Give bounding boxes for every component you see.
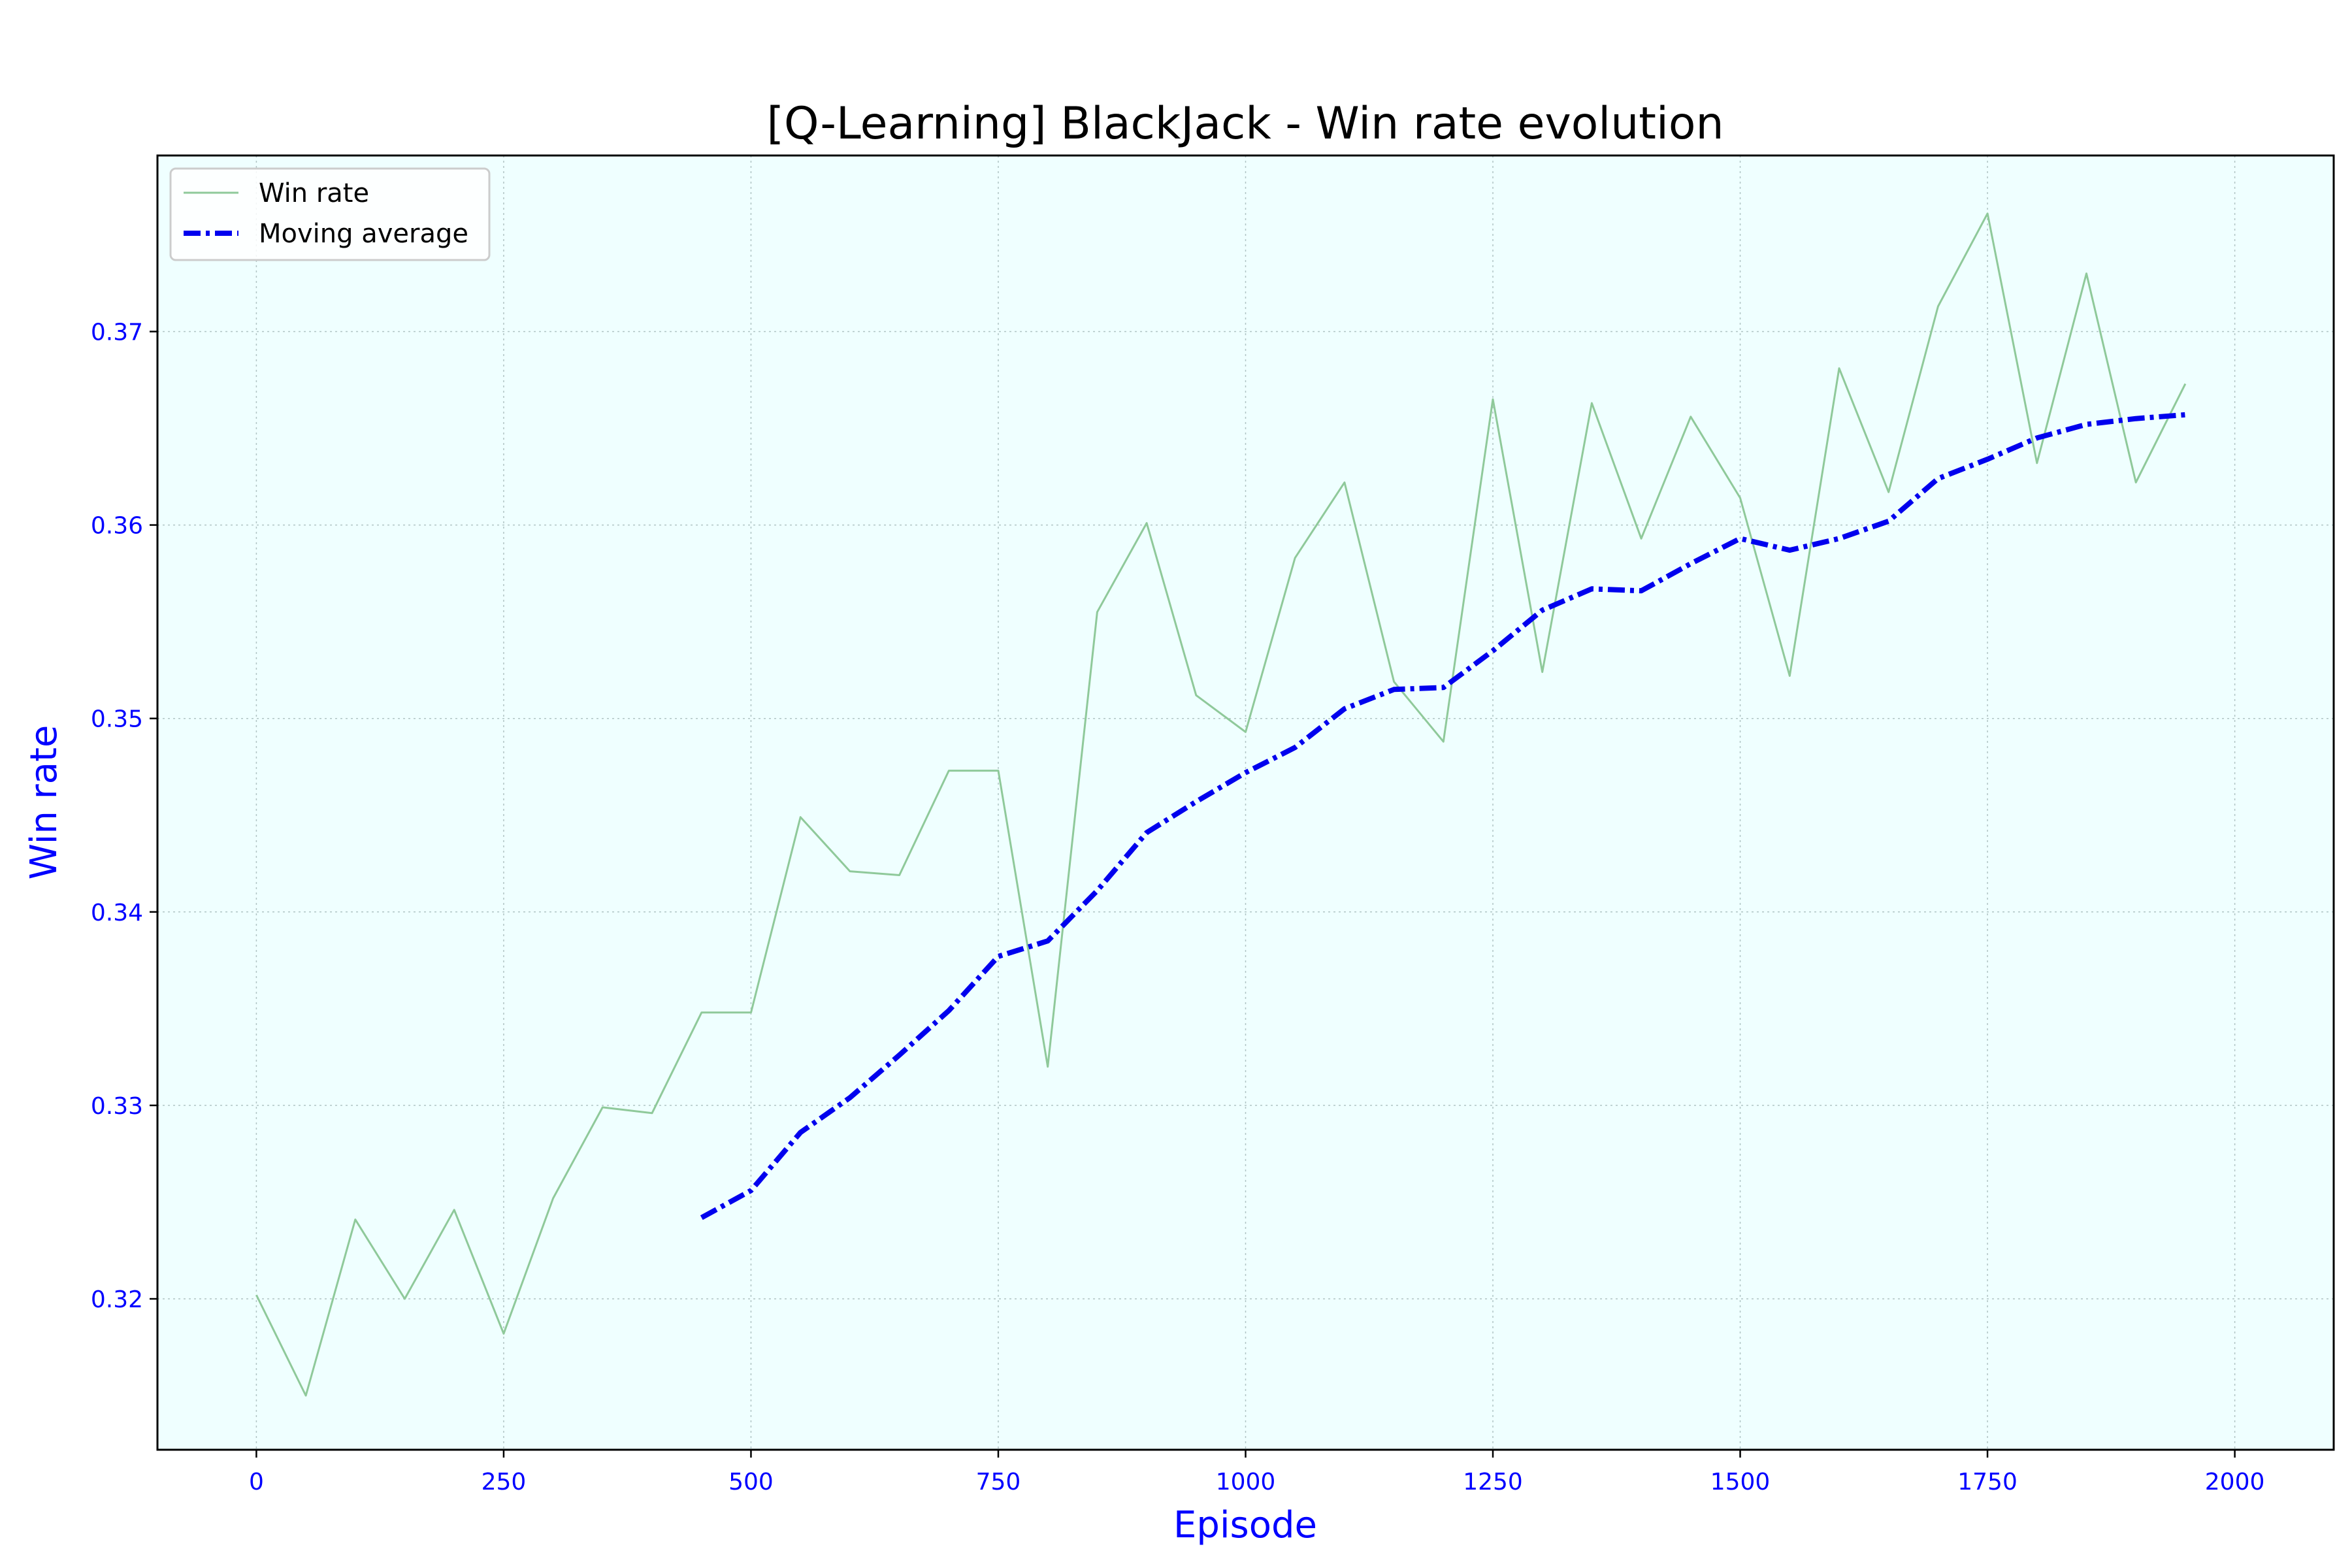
x-axis-title: Episode — [1173, 1504, 1317, 1546]
series-layer — [255, 212, 2187, 1397]
x-tick-label: 1000 — [1216, 1469, 1276, 1495]
legend-box — [169, 167, 491, 261]
x-tick-label: 1500 — [1710, 1469, 1771, 1495]
x-tick-label: 500 — [728, 1469, 774, 1495]
x-tick-label: 1250 — [1463, 1469, 1523, 1495]
y-tick-label: 0.35 — [91, 706, 143, 733]
tick-layer: 0 250 500 750 1000 1250 1500 1750 2000 0.32 0.33 0.… — [91, 319, 2265, 1495]
moving-average-line — [700, 412, 2186, 1220]
grid — [157, 155, 2334, 1450]
win-rate-line — [255, 212, 2187, 1397]
y-tick-label: 0.37 — [91, 319, 143, 346]
y-tick-label: 0.32 — [91, 1286, 143, 1313]
y-tick-label: 0.36 — [91, 513, 143, 540]
x-tick-label: 250 — [482, 1469, 527, 1495]
y-axis-title: Win rate — [23, 725, 65, 880]
x-tick-label: 0 — [249, 1469, 264, 1495]
legend-win-rate-label: Win rate — [259, 178, 369, 208]
legend-moving-average-label: Moving average — [259, 219, 468, 249]
legend: Win rate Moving average — [169, 167, 491, 261]
x-tick-label: 750 — [976, 1469, 1021, 1495]
x-tick-label: 2000 — [2205, 1469, 2265, 1495]
chart-title: [Q-Learning] BlackJack - Win rate evolut… — [766, 98, 1723, 150]
x-tick-label: 1750 — [1957, 1469, 2017, 1495]
y-tick-label: 0.33 — [91, 1093, 143, 1120]
y-tick-label: 0.34 — [91, 900, 143, 926]
